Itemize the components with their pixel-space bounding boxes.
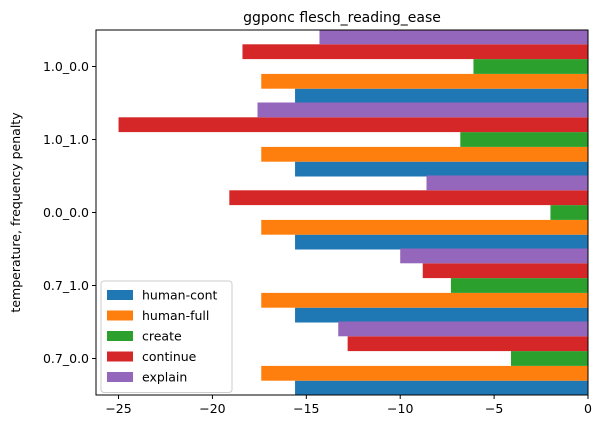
bar-explain-1.0_1.0 bbox=[257, 102, 588, 118]
bar-continue-1.0_0.0 bbox=[242, 44, 589, 60]
bar-explain-1.0_0.0 bbox=[319, 29, 588, 45]
y-tick-label: 0.7_1.0 bbox=[43, 278, 89, 293]
x-tick-label: −15 bbox=[293, 401, 319, 416]
bar-human-full-1.0_0.0 bbox=[261, 73, 588, 89]
y-axis-label: temperature, frequency penalty bbox=[8, 112, 23, 313]
legend-box bbox=[100, 280, 233, 393]
bar-human-full-0.7_1.0 bbox=[261, 292, 588, 308]
x-tick-label: −25 bbox=[105, 401, 131, 416]
bar-human-cont-0.0_0.0 bbox=[295, 234, 588, 250]
bar-continue-0.0_0.0 bbox=[229, 190, 588, 206]
bars-layer bbox=[118, 29, 589, 396]
y-tick-label: 0.7_0.0 bbox=[43, 351, 89, 366]
legend-swatch-explain bbox=[107, 372, 133, 382]
x-tick-label: −5 bbox=[485, 401, 503, 416]
bar-continue-0.7_1.0 bbox=[422, 263, 588, 279]
bar-continue-1.0_1.0 bbox=[118, 117, 588, 133]
y-tick-label: 0.0_0.0 bbox=[43, 205, 89, 220]
bar-human-cont-1.0_0.0 bbox=[295, 88, 588, 104]
legend-swatch-create bbox=[107, 331, 133, 341]
ticks-layer: −25 −20 −15 −10 −5 0 0.7_0.0 0.7_1.0 0.0_0.0 1.0_… bbox=[43, 59, 592, 416]
legend-label-continue: continue bbox=[142, 349, 197, 364]
legend-swatch-human-full bbox=[107, 310, 133, 321]
bar-explain-0.7_1.0 bbox=[400, 248, 588, 264]
bar-continue-0.7_0.0 bbox=[347, 336, 588, 352]
bar-create-1.0_0.0 bbox=[473, 59, 588, 74]
x-tick-label: −20 bbox=[199, 401, 225, 416]
bar-create-0.7_1.0 bbox=[450, 278, 588, 293]
x-tick-label: −10 bbox=[387, 401, 413, 416]
x-tick-label: 0 bbox=[584, 401, 592, 416]
bar-human-full-1.0_1.0 bbox=[261, 146, 588, 162]
y-tick-label: 1.0_0.0 bbox=[43, 59, 89, 74]
bar-create-0.7_0.0 bbox=[511, 351, 588, 366]
bar-human-cont-0.7_1.0 bbox=[295, 307, 588, 323]
bar-human-cont-1.0_1.0 bbox=[295, 161, 588, 177]
legend: human-cont human-full create continue explai… bbox=[100, 280, 233, 393]
bar-human-cont-0.7_0.0 bbox=[295, 380, 588, 396]
legend-label-explain: explain bbox=[142, 370, 187, 385]
legend-label-human-full: human-full bbox=[142, 308, 209, 323]
legend-label-create: create bbox=[142, 329, 182, 344]
bar-explain-0.0_0.0 bbox=[426, 175, 588, 191]
bar-human-full-0.7_0.0 bbox=[261, 365, 588, 381]
bar-create-0.0_0.0 bbox=[550, 205, 588, 220]
y-tick-label: 1.0_1.0 bbox=[43, 132, 89, 147]
legend-swatch-continue bbox=[107, 351, 133, 362]
bar-human-full-0.0_0.0 bbox=[261, 219, 588, 235]
bar-create-1.0_1.0 bbox=[460, 132, 588, 147]
legend-swatch-human-cont bbox=[107, 290, 133, 300]
legend-label-human-cont: human-cont bbox=[142, 288, 218, 303]
bar-explain-0.7_0.0 bbox=[338, 321, 588, 337]
chart-title: ggponc flesch_reading_ease bbox=[243, 10, 441, 26]
